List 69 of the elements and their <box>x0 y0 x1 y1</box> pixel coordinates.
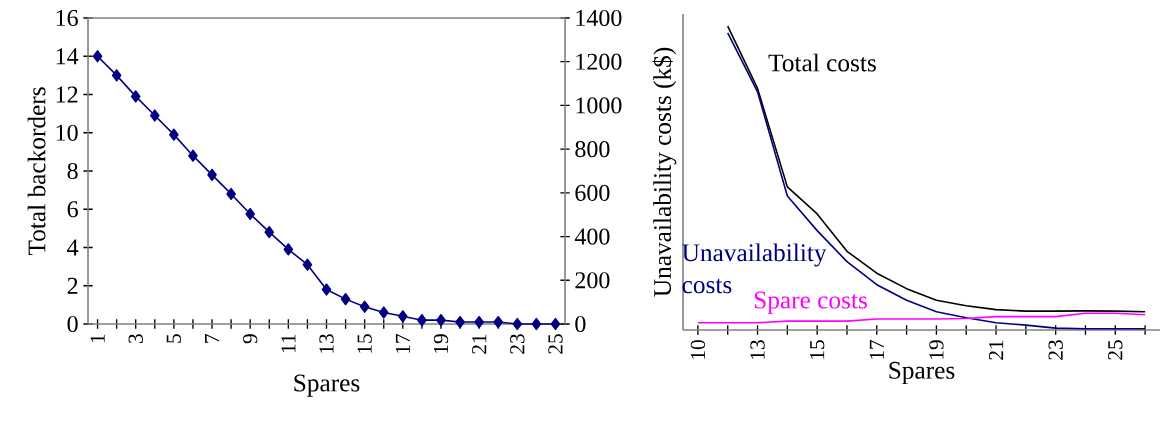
point <box>398 310 408 323</box>
y-tick-label: 2 <box>67 277 78 294</box>
x-tick-label: 17 <box>395 333 410 353</box>
y2-tick-label: 1200 <box>576 53 622 70</box>
x-tick-label: 7 <box>205 333 220 343</box>
x-tick-label: 13 <box>750 340 765 359</box>
y-tick-label: 16 <box>56 9 78 27</box>
x-tick-label: 23 <box>510 334 525 354</box>
point <box>340 292 351 306</box>
y2-tick-label: 800 <box>575 141 610 158</box>
y2-tick-label: 400 <box>574 228 610 245</box>
point <box>207 168 217 181</box>
point <box>245 207 255 221</box>
point <box>302 258 313 271</box>
x-tick-label: 1 <box>90 334 105 343</box>
point <box>264 226 275 239</box>
y-tick-label: 14 <box>56 48 79 65</box>
x-tick-label: 3 <box>128 334 143 344</box>
point <box>149 109 160 122</box>
x-tick-label: 25 <box>1108 340 1123 360</box>
y2-tick-label: 1400 <box>576 9 622 27</box>
x-axis-title: Spares <box>889 361 955 385</box>
point <box>417 314 427 327</box>
point <box>512 317 523 331</box>
y2-tick-label: 200 <box>575 272 610 289</box>
y-tick-label: 8 <box>67 162 78 180</box>
x-tick-label: 21 <box>988 340 1004 360</box>
point <box>92 50 103 63</box>
y-tick-label: 10 <box>56 124 78 141</box>
x-tick-label: 19 <box>433 334 449 353</box>
x-tick-label: 23 <box>1048 340 1063 360</box>
x-tick-label: 25 <box>548 334 563 354</box>
y-tick-label: 0 <box>67 315 78 333</box>
x-tick-label: 17 <box>869 339 884 359</box>
x-tick-label: 21 <box>472 334 487 354</box>
point <box>436 314 446 327</box>
x-tick-label: 15 <box>810 340 825 359</box>
x-tick-label: 10 <box>690 340 706 359</box>
y2-tick-label: 600 <box>575 184 610 201</box>
y2-tick-label: 1000 <box>576 97 622 114</box>
point <box>321 283 332 296</box>
point <box>226 187 236 201</box>
point <box>531 317 542 331</box>
point <box>455 315 465 329</box>
point <box>550 317 561 331</box>
point <box>493 315 504 329</box>
y-axis-title: Total backorders <box>27 87 46 256</box>
point <box>283 243 294 256</box>
point <box>359 300 370 313</box>
x-tick-label: 19 <box>929 340 944 359</box>
point <box>474 315 484 329</box>
series-label: Total costs <box>768 53 876 72</box>
point <box>130 90 141 103</box>
x-tick-label: 9 <box>243 334 258 344</box>
point <box>378 306 389 319</box>
point <box>169 128 179 141</box>
x-tick-label: 15 <box>357 334 372 353</box>
y-tick-label: 6 <box>67 201 78 218</box>
point <box>188 149 198 162</box>
x-tick-label: 13 <box>319 334 334 353</box>
x-tick-label: 11 <box>281 334 296 353</box>
y-tick-label: 4 <box>67 239 79 256</box>
x-axis-title: Spares <box>294 374 360 397</box>
y2-tick-label: 0 <box>575 315 586 333</box>
y-axis-title: Unavailability costs (k$) <box>652 47 677 297</box>
series-label: Spare costs <box>754 291 867 314</box>
y-tick-label: 12 <box>56 86 78 103</box>
x-tick-label: 5 <box>166 334 181 343</box>
point <box>111 69 122 82</box>
